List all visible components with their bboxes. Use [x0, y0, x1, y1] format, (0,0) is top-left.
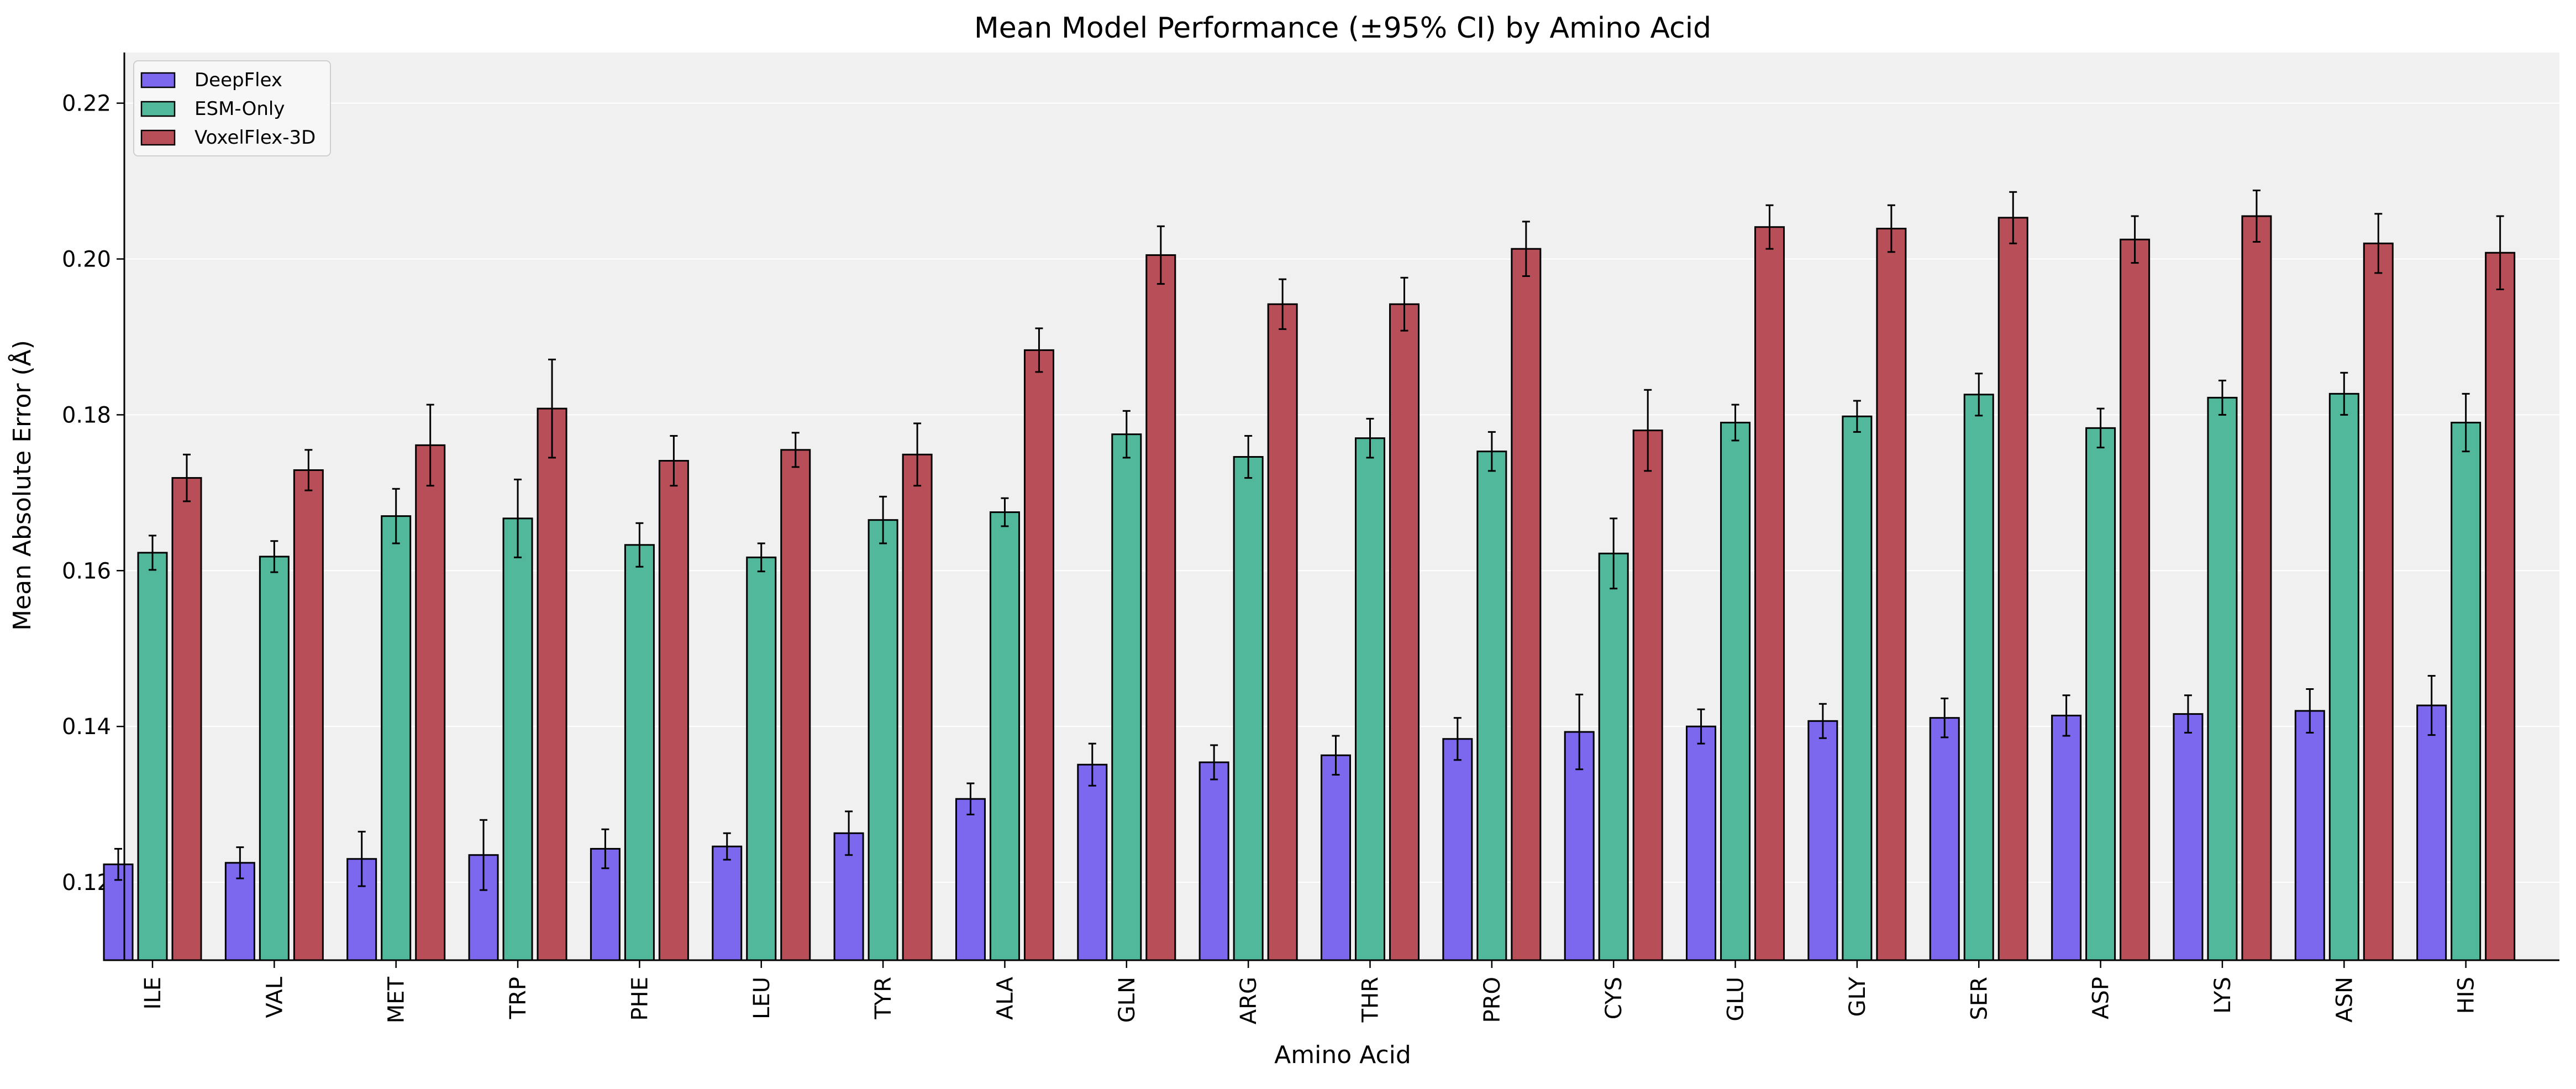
bar-deepflex-pro[interactable] — [1442, 738, 1473, 961]
bar-esm-only-gly[interactable] — [1842, 415, 1873, 961]
bar-esm-only-his[interactable] — [2451, 421, 2482, 961]
legend-swatch — [140, 72, 176, 88]
bar-voxelflex-3d-asp[interactable] — [2120, 238, 2151, 961]
bar-deepflex-his[interactable] — [2416, 704, 2447, 961]
x-tick-label: CYS — [1601, 977, 1627, 1019]
bar-voxelflex-3d-gln[interactable] — [1145, 254, 1176, 961]
x-tick-label: PHE — [627, 977, 653, 1020]
bar-voxelflex-3d-his[interactable] — [2485, 252, 2516, 961]
plot-area: 0.12 0.14 0.16 0.18 0.20 0.22 ILE VAL MET TRP PHE L… — [62, 53, 2559, 1024]
bar-esm-only-leu[interactable] — [746, 556, 777, 961]
x-tick-label: ILE — [140, 977, 166, 1009]
bar-esm-only-asn[interactable] — [2328, 392, 2359, 961]
bar-voxelflex-3d-asn[interactable] — [2363, 242, 2394, 961]
y-tick-label: 0.16 — [62, 558, 111, 584]
x-tick-label: SER — [1967, 977, 1992, 1020]
x-tick-label: TYR — [871, 977, 896, 1020]
x-tick-label: ALA — [992, 976, 1018, 1020]
bar-voxelflex-3d-ser[interactable] — [1997, 217, 2028, 961]
x-tick-label: ARG — [1236, 977, 1261, 1024]
bar-voxelflex-3d-trp[interactable] — [537, 407, 567, 961]
y-tick-label: 0.22 — [62, 91, 111, 117]
x-tick-label: GLN — [1114, 977, 1140, 1023]
legend-box — [133, 60, 331, 156]
bar-deepflex-asn[interactable] — [2294, 710, 2325, 961]
bar-voxelflex-3d-phe[interactable] — [658, 460, 689, 961]
x-tick-label: VAL — [262, 976, 287, 1018]
bar-deepflex-asp[interactable] — [2051, 714, 2082, 961]
legend-label[interactable]: ESM-Only — [194, 98, 285, 120]
y-tick-label: 0.14 — [62, 714, 111, 740]
x-tick-label: GLU — [1723, 977, 1749, 1022]
bar-esm-only-asp[interactable] — [2085, 427, 2116, 961]
bar-esm-only-trp[interactable] — [502, 517, 533, 961]
bar-deepflex-gln[interactable] — [1077, 763, 1108, 961]
bar-voxelflex-3d-gly[interactable] — [1876, 228, 1907, 961]
bar-esm-only-phe[interactable] — [624, 544, 655, 961]
bar-esm-only-ser[interactable] — [1963, 394, 1994, 961]
bar-esm-only-tyr[interactable] — [868, 519, 898, 961]
bar-esm-only-pro[interactable] — [1476, 451, 1507, 961]
bar-voxelflex-3d-ala[interactable] — [1023, 349, 1054, 961]
x-tick-label: LEU — [749, 977, 775, 1019]
bar-esm-only-val[interactable] — [259, 556, 290, 961]
legend-label[interactable]: DeepFlex — [194, 69, 282, 91]
y-axis-label: Mean Absolute Error (Å) — [7, 340, 36, 631]
bar-deepflex-ser[interactable] — [1929, 717, 1960, 961]
y-tick-label: 0.20 — [62, 247, 111, 273]
bar-esm-only-ala[interactable] — [989, 511, 1020, 961]
bar-esm-only-cys[interactable] — [1598, 552, 1629, 961]
bar-voxelflex-3d-tyr[interactable] — [902, 453, 933, 961]
bar-voxelflex-3d-arg[interactable] — [1267, 303, 1298, 961]
legend-swatch — [140, 129, 176, 146]
x-axis-label: Amino Acid — [1274, 1041, 1411, 1069]
bar-esm-only-glu[interactable] — [1720, 421, 1751, 961]
x-tick-label: THR — [1358, 977, 1384, 1023]
bar-esm-only-gln[interactable] — [1111, 433, 1142, 961]
y-tick-label: 0.12 — [62, 870, 111, 896]
bar-deepflex-arg[interactable] — [1198, 761, 1229, 961]
bar-deepflex-thr[interactable] — [1321, 754, 1351, 961]
bar-voxelflex-3d-glu[interactable] — [1754, 226, 1785, 961]
bar-voxelflex-3d-cys[interactable] — [1632, 430, 1663, 961]
bar-deepflex-glu[interactable] — [1686, 725, 1717, 961]
x-tick-label: ASN — [2332, 977, 2357, 1023]
x-tick-label: GLY — [1845, 976, 1870, 1017]
x-tick-label: TRP — [506, 977, 531, 1019]
x-tick-label: PRO — [1480, 977, 1505, 1023]
bar-deepflex-gly[interactable] — [1807, 720, 1838, 961]
bar-voxelflex-3d-met[interactable] — [415, 444, 446, 961]
legend-swatch — [140, 101, 176, 117]
bar-esm-only-thr[interactable] — [1355, 437, 1385, 961]
bar-voxelflex-3d-thr[interactable] — [1389, 303, 1420, 961]
bar-esm-only-lys[interactable] — [2207, 396, 2238, 961]
x-tick-label: HIS — [2454, 977, 2479, 1014]
bar-deepflex-leu[interactable] — [712, 845, 743, 961]
bar-voxelflex-3d-leu[interactable] — [780, 449, 811, 961]
legend-label[interactable]: VoxelFlex-3D — [194, 127, 316, 149]
x-tick-label: LYS — [2210, 977, 2236, 1014]
bar-voxelflex-3d-pro[interactable] — [1511, 248, 1542, 961]
bar-esm-only-ile[interactable] — [137, 552, 168, 961]
chart-title: Mean Model Performance (±95% CI) by Amin… — [974, 12, 1711, 45]
bar-deepflex-ala[interactable] — [955, 798, 986, 961]
bar-esm-only-arg[interactable] — [1233, 456, 1264, 961]
bar-voxelflex-3d-val[interactable] — [293, 469, 324, 961]
x-tick-label: ASP — [2089, 977, 2114, 1019]
bar-voxelflex-3d-ile[interactable] — [171, 477, 202, 961]
x-tick-label: MET — [384, 976, 409, 1023]
bar-voxelflex-3d-lys[interactable] — [2241, 215, 2272, 961]
bar-esm-only-met[interactable] — [381, 515, 412, 961]
bar-deepflex-lys[interactable] — [2173, 713, 2204, 961]
y-tick-label: 0.18 — [62, 402, 111, 428]
